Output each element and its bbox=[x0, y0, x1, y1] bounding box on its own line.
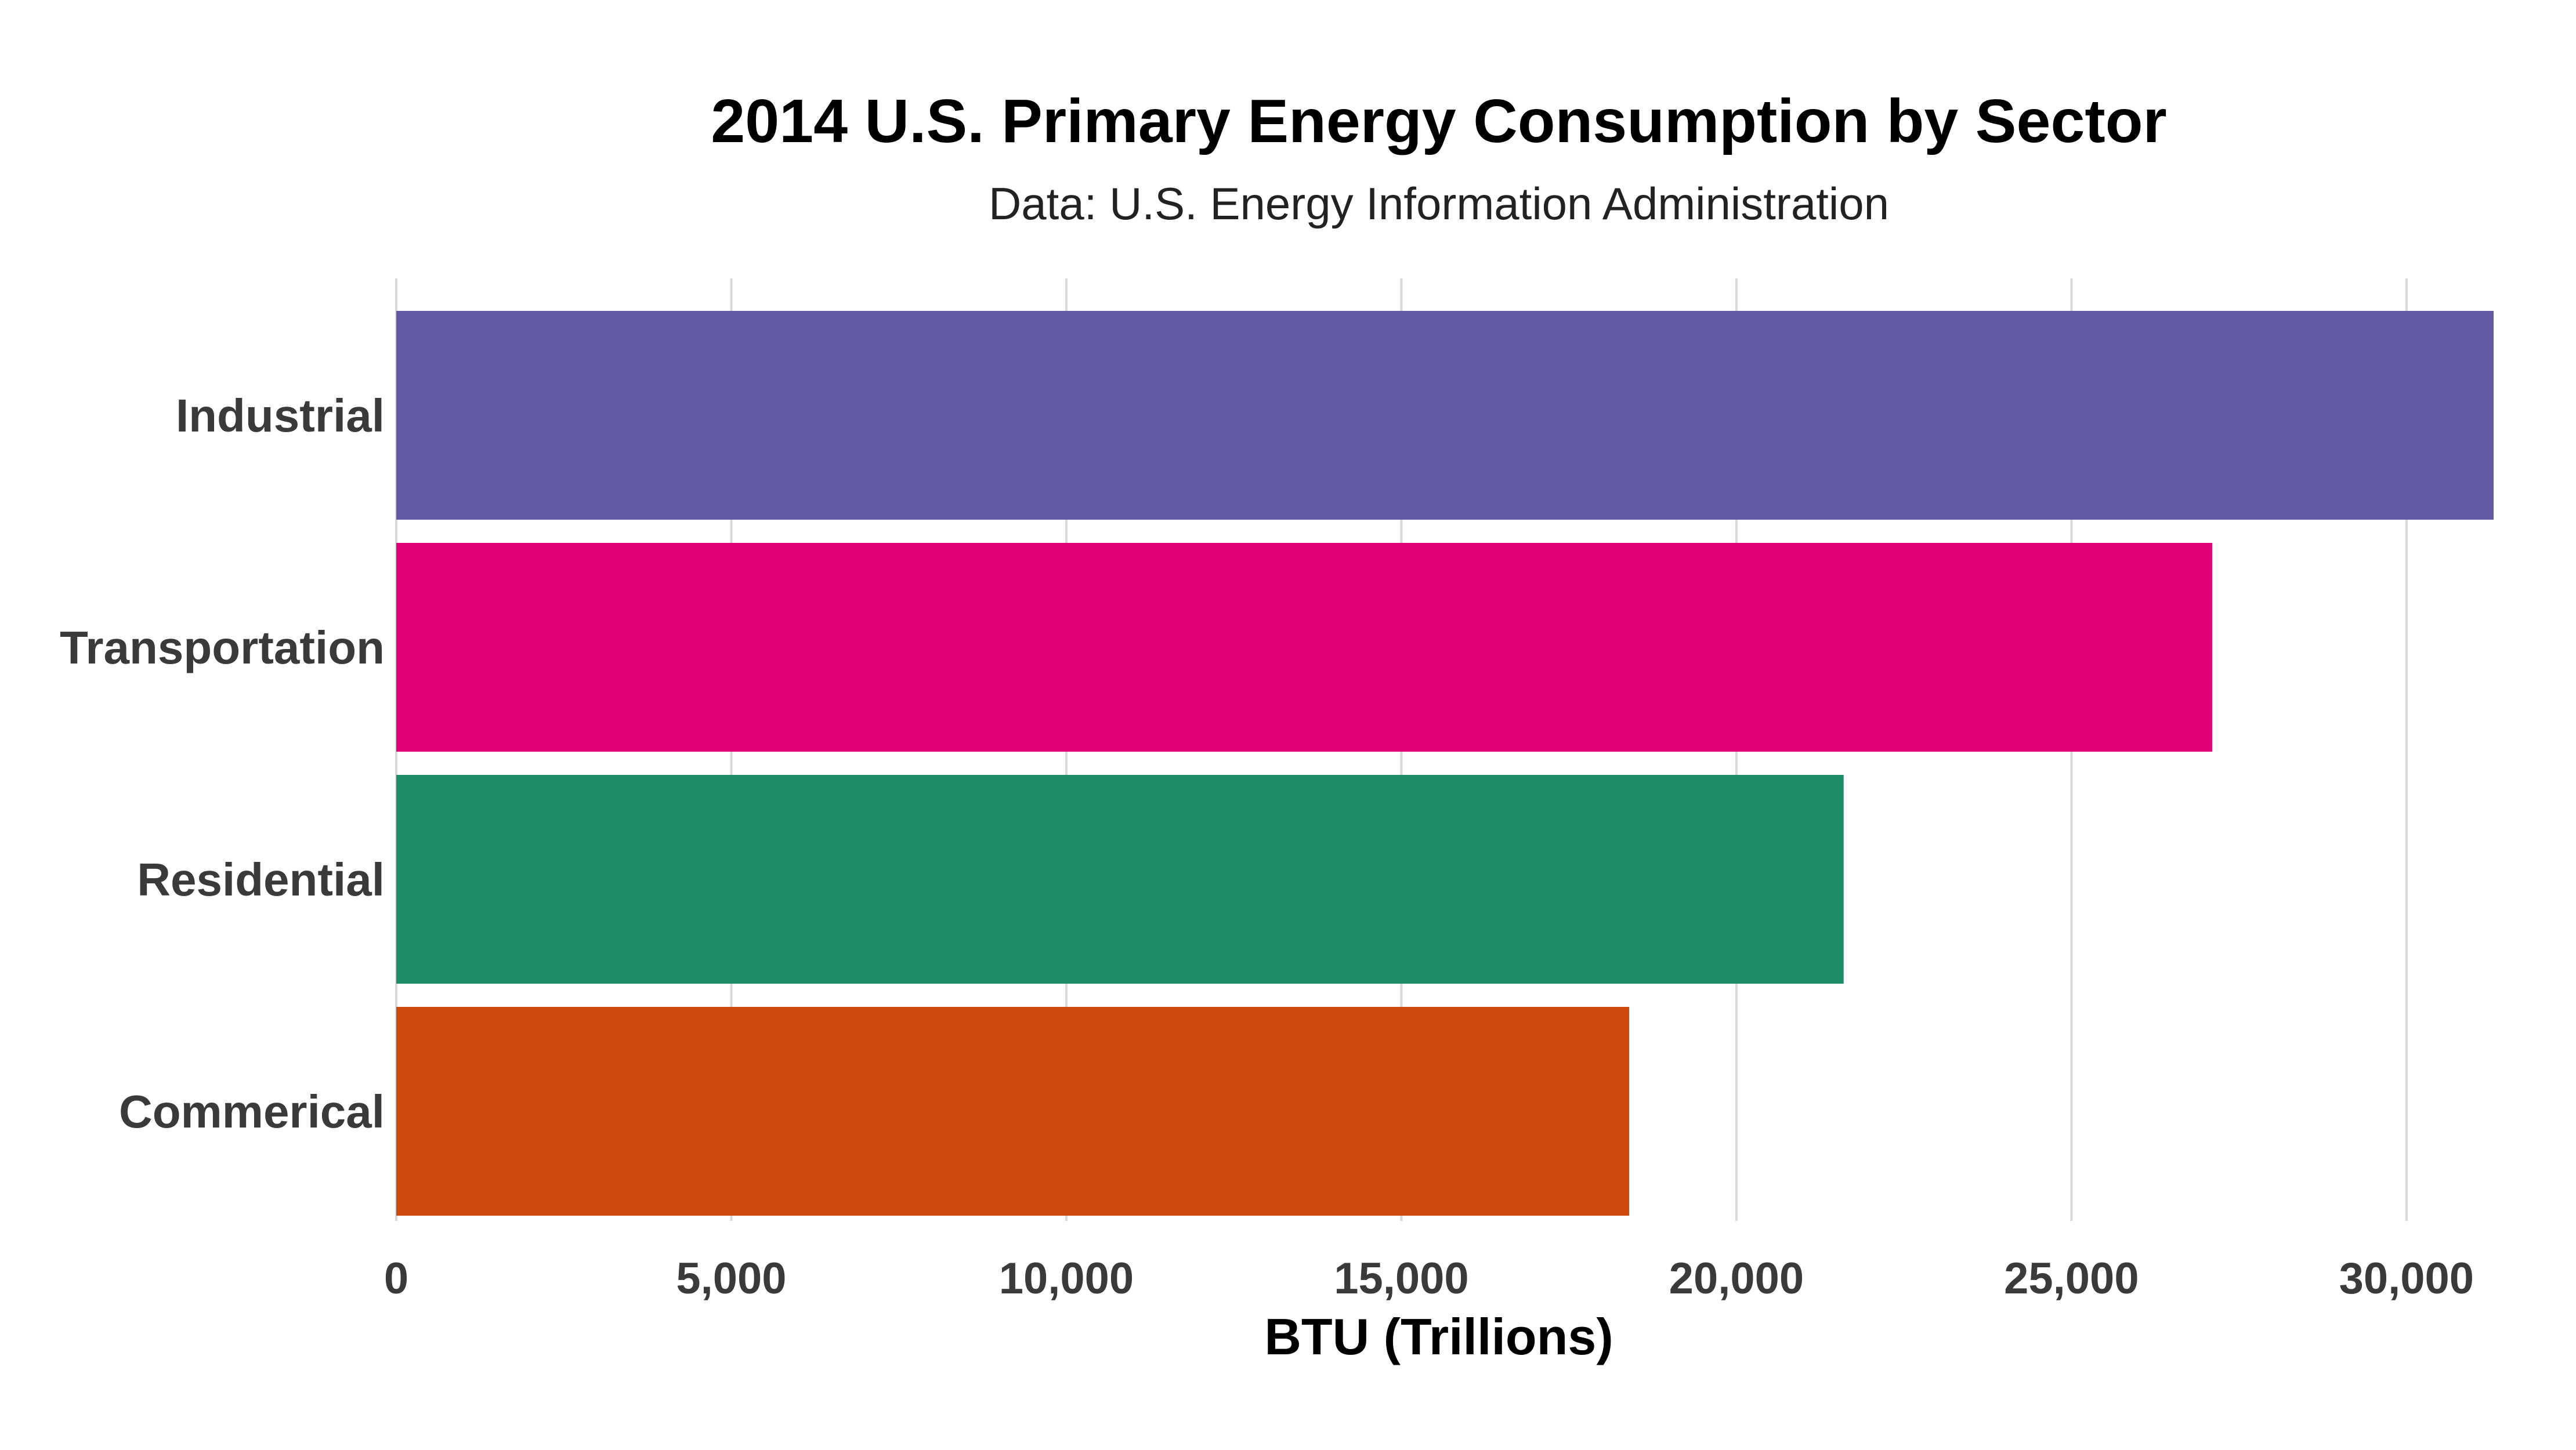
x-tick-label: 0 bbox=[384, 1254, 408, 1303]
bar-industrial bbox=[396, 311, 2494, 520]
x-tick-label: 15,000 bbox=[1334, 1254, 1468, 1303]
category-label-industrial: Industrial bbox=[176, 390, 385, 441]
x-tick-label: 25,000 bbox=[2004, 1254, 2139, 1303]
category-label-transportation: Transportation bbox=[60, 622, 385, 673]
bars bbox=[396, 311, 2494, 1216]
bar-transportation bbox=[396, 543, 2212, 752]
x-tick-label: 30,000 bbox=[2339, 1254, 2474, 1303]
chart-title: 2014 U.S. Primary Energy Consumption by … bbox=[711, 87, 2166, 155]
x-tick-label: 5,000 bbox=[676, 1254, 786, 1303]
bar-residential bbox=[396, 775, 1844, 984]
bar-commerical bbox=[396, 1007, 1630, 1216]
x-tick-label: 20,000 bbox=[1669, 1254, 1804, 1303]
x-axis-labels: 0 5,000 10,000 15,000 20,000 25,000 30,000 bbox=[384, 1254, 2474, 1303]
x-tick-label: 10,000 bbox=[999, 1254, 1134, 1303]
category-label-commerical: Commerical bbox=[119, 1086, 385, 1137]
x-axis-title: BTU (Trillions) bbox=[1264, 1308, 1613, 1365]
category-label-residential: Residential bbox=[137, 854, 385, 905]
chart-subtitle: Data: U.S. Energy Information Administra… bbox=[989, 178, 1889, 229]
y-axis-labels: Industrial Transportation Residential Comme… bbox=[60, 390, 385, 1137]
